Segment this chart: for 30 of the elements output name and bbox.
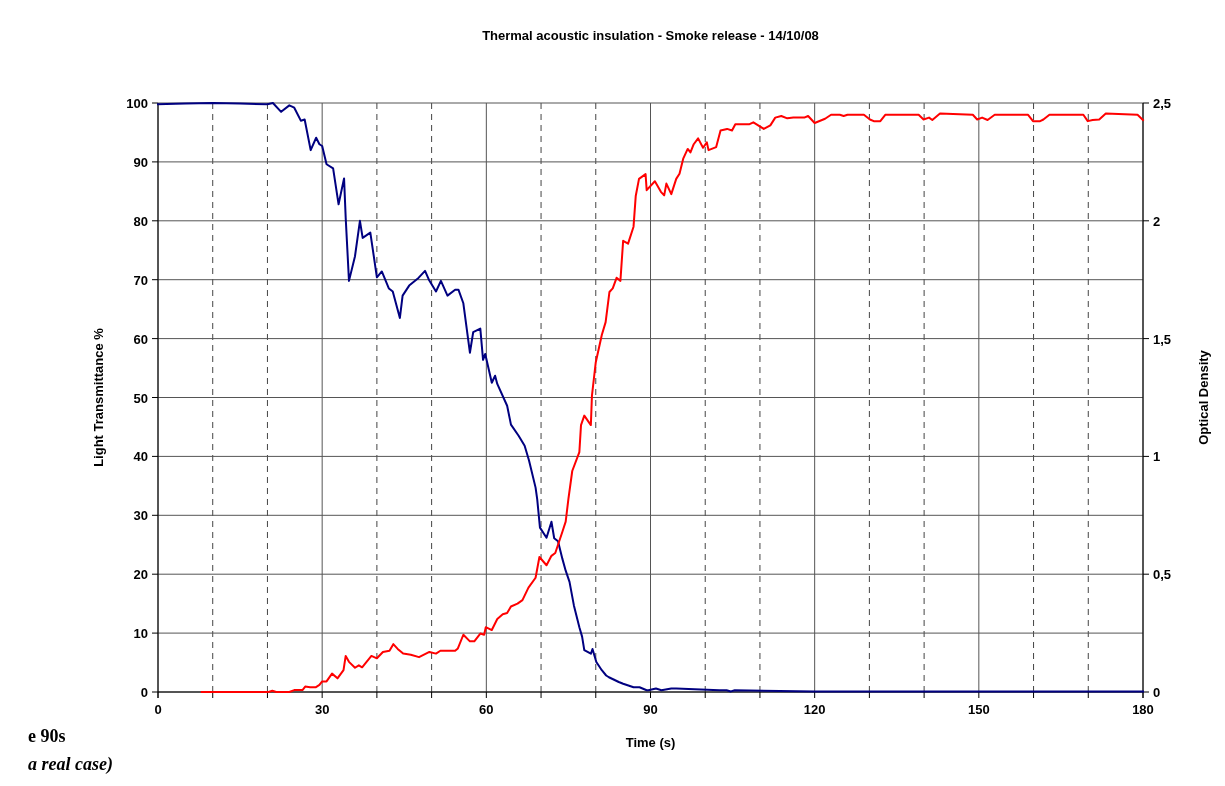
text: e 90s <box>28 726 66 746</box>
y2-tick-label: 0,5 <box>1153 567 1172 583</box>
y-tick-label: 100 <box>126 96 148 111</box>
y-tick-label: 60 <box>133 331 148 347</box>
text: a real case) <box>28 754 113 775</box>
y2-tick-label: 1,5 <box>1153 331 1172 347</box>
y-tick-label: 70 <box>133 272 148 288</box>
y-tick-label: 30 <box>133 508 148 524</box>
y-tick-label: 20 <box>133 567 148 583</box>
y2-axis-title: Optical Density <box>1196 349 1211 445</box>
y-tick-label: 50 <box>133 390 148 406</box>
x-tick-label: 30 <box>314 702 330 717</box>
y-tick-label: 10 <box>133 626 148 642</box>
x-axis-title: Time (s) <box>625 735 676 750</box>
chart-title: Thermal acoustic insulation - Smoke release - 14/10/08 <box>482 28 819 43</box>
y2-tick-label: 2 <box>1153 213 1161 229</box>
y-tick-label: 80 <box>133 213 148 229</box>
x-tick-label: 120 <box>803 702 826 717</box>
y2-tick-label: 0 <box>1153 685 1161 700</box>
y-axis-title: Light Transmittance % <box>91 327 106 467</box>
x-tick-label: 150 <box>967 702 990 717</box>
y-tick-label: 40 <box>133 449 148 465</box>
x-tick-label: 90 <box>643 702 658 717</box>
x-tick-label: 0 <box>154 702 162 717</box>
x-tick-label: 60 <box>479 702 494 717</box>
y-tick-label: 90 <box>133 154 148 170</box>
y2-tick-label: 1 <box>1153 449 1161 465</box>
y2-tick-label: 2,5 <box>1153 96 1172 111</box>
x-tick-label: 180 <box>1132 702 1154 717</box>
y-tick-label: 0 <box>140 685 148 700</box>
